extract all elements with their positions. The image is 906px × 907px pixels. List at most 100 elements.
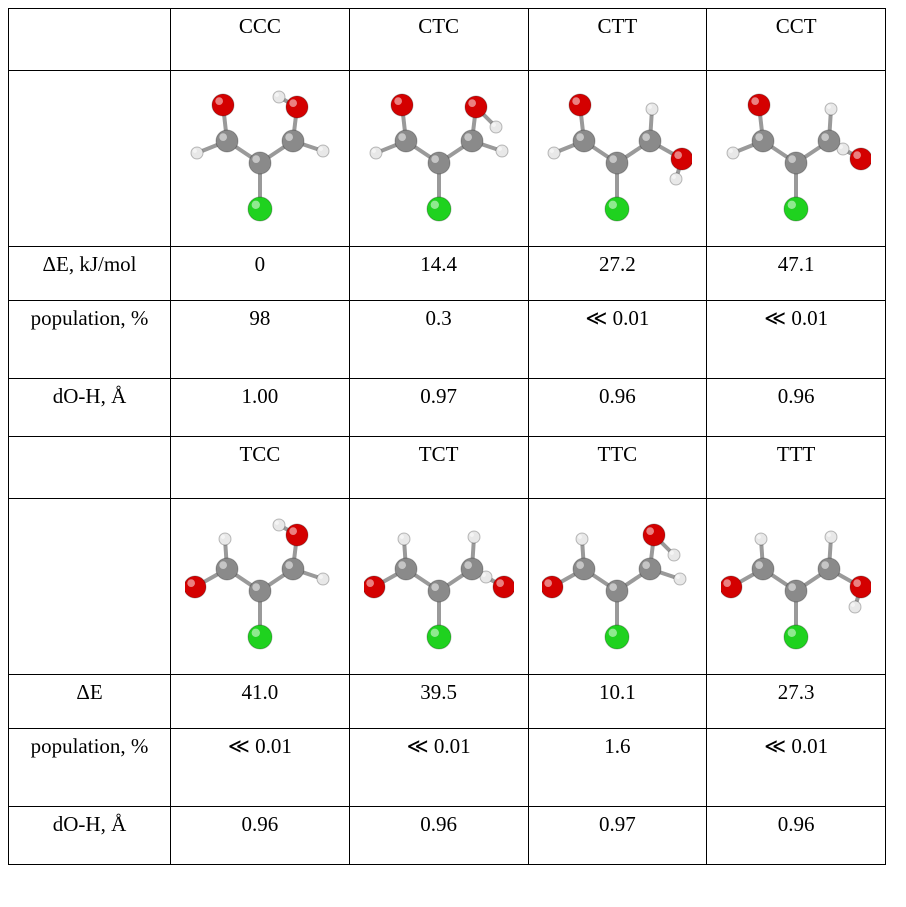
atom-highlight (610, 155, 618, 163)
atom (427, 197, 451, 221)
table-cell (528, 71, 707, 247)
atom-highlight (469, 532, 473, 536)
atom-highlight (219, 561, 227, 569)
atom-highlight (643, 133, 651, 141)
atom (668, 549, 680, 561)
atom (395, 558, 417, 580)
data-row: population, %980.3≪ 0.01≪ 0.01 (9, 301, 886, 379)
atom-highlight (219, 133, 227, 141)
page: CCCCTCCTTCCTΔE, kJ/mol014.427.247.1popul… (0, 0, 906, 907)
table-cell: ≪ 0.01 (171, 729, 350, 807)
atom-highlight (193, 148, 197, 152)
table-cell: 27.2 (528, 247, 707, 301)
table-cell: 0.96 (349, 807, 528, 865)
atom-highlight (398, 561, 406, 569)
atom-highlight (275, 92, 279, 96)
table-cell (171, 499, 350, 675)
atom-highlight (853, 579, 861, 587)
atom-highlight (723, 579, 731, 587)
atom-highlight (251, 628, 259, 636)
atom (461, 558, 483, 580)
data-row: ΔE, kJ/mol014.427.247.1 (9, 247, 886, 301)
atom-highlight (788, 628, 796, 636)
atom-highlight (670, 550, 674, 554)
table-cell: 0.96 (528, 379, 707, 437)
atom-highlight (285, 561, 293, 569)
atom (185, 576, 206, 598)
molecule-image (364, 509, 514, 659)
atom-highlight (827, 104, 831, 108)
atom-highlight (755, 133, 763, 141)
atom-highlight (252, 155, 260, 163)
atom (573, 558, 595, 580)
atom (785, 152, 807, 174)
atom-highlight (394, 97, 402, 105)
atom-highlight (610, 583, 618, 591)
table-cell: TTT (707, 437, 886, 499)
atom (639, 558, 661, 580)
table-cell: 47.1 (707, 247, 886, 301)
atom-highlight (430, 200, 438, 208)
atom (849, 601, 861, 613)
atom-highlight (729, 148, 733, 152)
atom (646, 103, 658, 115)
atom-highlight (609, 200, 617, 208)
atom (282, 130, 304, 152)
table-cell: 27.3 (707, 675, 886, 729)
atom-highlight (757, 534, 761, 538)
atom-highlight (491, 122, 495, 126)
atom-highlight (676, 574, 680, 578)
atom (468, 531, 480, 543)
table-cell: 0.96 (171, 807, 350, 865)
table-cell: 39.5 (349, 675, 528, 729)
atom (605, 625, 629, 649)
table-cell: dO-H, Å (9, 379, 171, 437)
atom (212, 94, 234, 116)
table-cell: CCC (171, 9, 350, 71)
atom (191, 147, 203, 159)
image-row (9, 499, 886, 675)
table-cell: CTC (349, 9, 528, 71)
atom (784, 625, 808, 649)
atom (748, 94, 770, 116)
table-cell: CCT (707, 9, 886, 71)
atom (818, 558, 840, 580)
atom (784, 197, 808, 221)
table-cell: 14.4 (349, 247, 528, 301)
atom-highlight (221, 534, 225, 538)
atom-highlight (577, 133, 585, 141)
atom-highlight (371, 148, 375, 152)
atom (273, 91, 285, 103)
atom-highlight (285, 133, 293, 141)
atom (752, 130, 774, 152)
atom-highlight (430, 628, 438, 636)
atom-highlight (215, 97, 223, 105)
atom-highlight (252, 583, 260, 591)
image-row (9, 71, 886, 247)
table-cell (9, 71, 171, 247)
atom-highlight (643, 561, 651, 569)
atom-highlight (399, 534, 403, 538)
table-cell: ≪ 0.01 (349, 729, 528, 807)
atom (248, 197, 272, 221)
table-cell: TCC (171, 437, 350, 499)
table-cell: ≪ 0.01 (528, 301, 707, 379)
table-cell (349, 499, 528, 675)
atom-highlight (187, 579, 195, 587)
table-cell: 0.96 (707, 807, 886, 865)
header-row: TCCTCTTTCTTT (9, 437, 886, 499)
atom (216, 130, 238, 152)
atom (548, 147, 560, 159)
atom-highlight (464, 561, 472, 569)
table-cell: 98 (171, 301, 350, 379)
atom-highlight (289, 527, 297, 535)
atom-highlight (431, 583, 439, 591)
table-cell: TTC (528, 437, 707, 499)
table-cell: ≪ 0.01 (707, 301, 886, 379)
atom (496, 145, 508, 157)
table-cell: 0.97 (349, 379, 528, 437)
atom-highlight (319, 574, 323, 578)
